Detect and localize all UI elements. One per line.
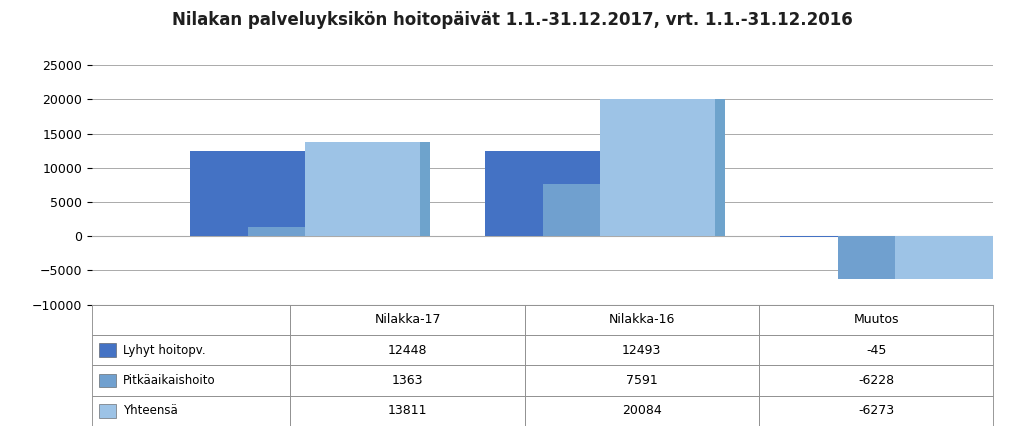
Bar [600, 99, 715, 236]
Bar [485, 151, 600, 236]
Text: -6273: -6273 [858, 404, 894, 417]
Text: Nilakan palveluyksikön hoitopäivät 1.1.-31.12.2017, vrt. 1.1.-31.12.2016: Nilakan palveluyksikön hoitopäivät 1.1.-… [172, 11, 852, 29]
Bar [248, 227, 362, 236]
Text: -45: -45 [866, 344, 887, 357]
Bar [524, 305, 759, 335]
Bar [201, 151, 315, 236]
Bar [848, 236, 963, 279]
Bar [92, 305, 291, 335]
Text: 12493: 12493 [623, 344, 662, 357]
Bar [905, 236, 1020, 279]
Bar [258, 227, 373, 236]
Bar [92, 335, 291, 366]
Bar [524, 396, 759, 426]
Bar [496, 151, 610, 236]
Bar [305, 142, 420, 236]
Text: Yhteensä: Yhteensä [123, 404, 177, 417]
Bar [610, 99, 725, 236]
Text: Nilakka-17: Nilakka-17 [375, 313, 440, 326]
Bar [759, 366, 993, 396]
Bar [524, 335, 759, 366]
Bar [99, 343, 116, 357]
Bar [315, 142, 430, 236]
Bar [759, 335, 993, 366]
Text: 13811: 13811 [388, 404, 427, 417]
Bar [291, 335, 524, 366]
Bar [99, 374, 116, 387]
Text: Nilakka-16: Nilakka-16 [608, 313, 675, 326]
Text: Lyhyt hoitopv.: Lyhyt hoitopv. [123, 344, 206, 357]
Bar [895, 236, 1010, 279]
Bar [759, 396, 993, 426]
Text: -6228: -6228 [858, 374, 894, 387]
Bar [291, 305, 524, 335]
Bar [92, 366, 291, 396]
Text: 20084: 20084 [622, 404, 662, 417]
Bar [838, 236, 952, 279]
Bar [553, 184, 668, 236]
Bar [291, 366, 524, 396]
Text: Muutos: Muutos [853, 313, 899, 326]
Bar [291, 396, 524, 426]
Bar [759, 305, 993, 335]
Bar [99, 404, 116, 417]
Text: 7591: 7591 [626, 374, 657, 387]
Bar [92, 396, 291, 426]
Text: 1363: 1363 [392, 374, 423, 387]
Bar [543, 184, 657, 236]
Text: Pitkäaikaishoito: Pitkäaikaishoito [123, 374, 215, 387]
Text: 12448: 12448 [388, 344, 427, 357]
Bar [190, 151, 305, 236]
Bar [524, 366, 759, 396]
